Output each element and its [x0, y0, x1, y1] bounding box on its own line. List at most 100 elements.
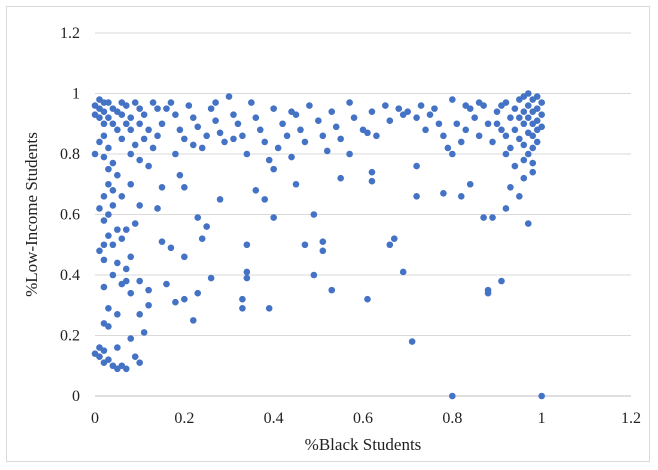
data-point — [462, 102, 470, 109]
y-tick-label: 0 — [72, 388, 80, 405]
data-point — [189, 317, 197, 324]
data-point — [225, 93, 233, 100]
data-point — [373, 132, 380, 140]
data-point — [484, 120, 492, 128]
data-point — [96, 138, 103, 146]
data-point — [181, 135, 188, 143]
data-point — [167, 244, 175, 252]
data-point — [261, 138, 269, 146]
x-tick-label: 1 — [538, 410, 546, 427]
data-point — [194, 289, 202, 297]
data-point — [181, 253, 188, 261]
data-point — [203, 132, 210, 140]
data-point — [265, 156, 273, 164]
data-point — [502, 150, 510, 158]
data-point — [100, 283, 108, 291]
data-point — [109, 202, 117, 209]
data-point — [337, 174, 344, 182]
data-point — [100, 120, 108, 128]
data-point — [243, 268, 251, 276]
x-tick-label: 0.6 — [353, 410, 373, 427]
data-point — [100, 359, 108, 367]
data-point — [440, 132, 447, 140]
data-point — [122, 120, 130, 128]
data-point — [140, 329, 148, 336]
data-point — [127, 253, 135, 261]
data-point — [109, 159, 117, 167]
data-point — [172, 111, 179, 118]
data-point — [154, 132, 161, 140]
data-point — [502, 132, 510, 140]
data-point — [533, 93, 541, 100]
scatter-plot: 0 0.2 0.4 0.6 0.8 1 1.2 0 0.2 0.4 0.6 0.8 1 1.2 %Bla… — [22, 25, 641, 454]
data-point — [198, 235, 206, 242]
data-point — [520, 108, 528, 115]
data-point — [105, 144, 112, 152]
data-point — [158, 120, 166, 128]
data-point — [292, 180, 300, 188]
data-point — [301, 241, 309, 249]
data-point — [270, 165, 277, 173]
data-point — [100, 256, 108, 264]
data-point — [216, 129, 224, 137]
data-point — [154, 205, 161, 212]
data-point — [489, 214, 496, 221]
x-axis-label: %Black Students — [305, 435, 422, 454]
x-tick-label: 0 — [91, 410, 99, 427]
data-point — [386, 241, 394, 249]
data-point — [105, 180, 112, 188]
y-tick-label: 0.8 — [60, 146, 80, 163]
data-point — [538, 392, 545, 400]
data-point — [127, 289, 135, 297]
data-point — [230, 111, 237, 118]
data-point — [315, 117, 322, 125]
data-point — [466, 180, 474, 188]
y-tick-label: 0.6 — [60, 207, 80, 224]
data-point — [172, 298, 179, 306]
data-point — [136, 311, 143, 318]
data-point — [511, 126, 519, 134]
data-point — [105, 114, 112, 121]
data-point — [502, 205, 510, 212]
data-point — [207, 274, 215, 282]
data-point — [408, 338, 416, 345]
data-point — [243, 150, 251, 158]
data-point — [386, 117, 394, 125]
y-tick-label: 0.2 — [60, 328, 80, 345]
data-point — [127, 180, 135, 188]
data-point — [538, 99, 545, 106]
data-point — [489, 138, 496, 146]
data-point — [221, 138, 228, 146]
data-point — [395, 105, 403, 112]
data-point — [248, 99, 255, 106]
data-point — [440, 190, 447, 197]
data-point — [252, 187, 260, 194]
data-point — [140, 111, 148, 118]
data-point — [118, 193, 126, 200]
data-point — [118, 111, 126, 118]
data-point — [243, 241, 251, 249]
data-point — [462, 126, 470, 134]
data-point — [520, 141, 528, 149]
y-tick-label: 1 — [72, 86, 80, 103]
data-point — [114, 311, 121, 318]
chart-frame: 0 0.2 0.4 0.6 0.8 1 1.2 0 0.2 0.4 0.6 0.8 1 1.2 %Bla… — [6, 6, 650, 462]
data-point — [198, 144, 206, 152]
data-point — [328, 286, 336, 294]
data-point — [524, 90, 532, 97]
data-point — [323, 147, 331, 155]
data-point — [207, 105, 215, 112]
data-point — [109, 241, 117, 249]
data-point — [145, 301, 152, 309]
data-point — [212, 117, 219, 125]
data-point — [154, 105, 161, 112]
data-point — [449, 392, 456, 400]
data-point — [493, 120, 501, 128]
x-tick-label: 0.8 — [442, 410, 462, 427]
data-point — [520, 174, 528, 182]
data-point — [127, 150, 135, 158]
data-point — [131, 99, 139, 106]
data-point — [529, 168, 537, 176]
data-point — [332, 123, 340, 131]
data-point — [243, 274, 251, 282]
